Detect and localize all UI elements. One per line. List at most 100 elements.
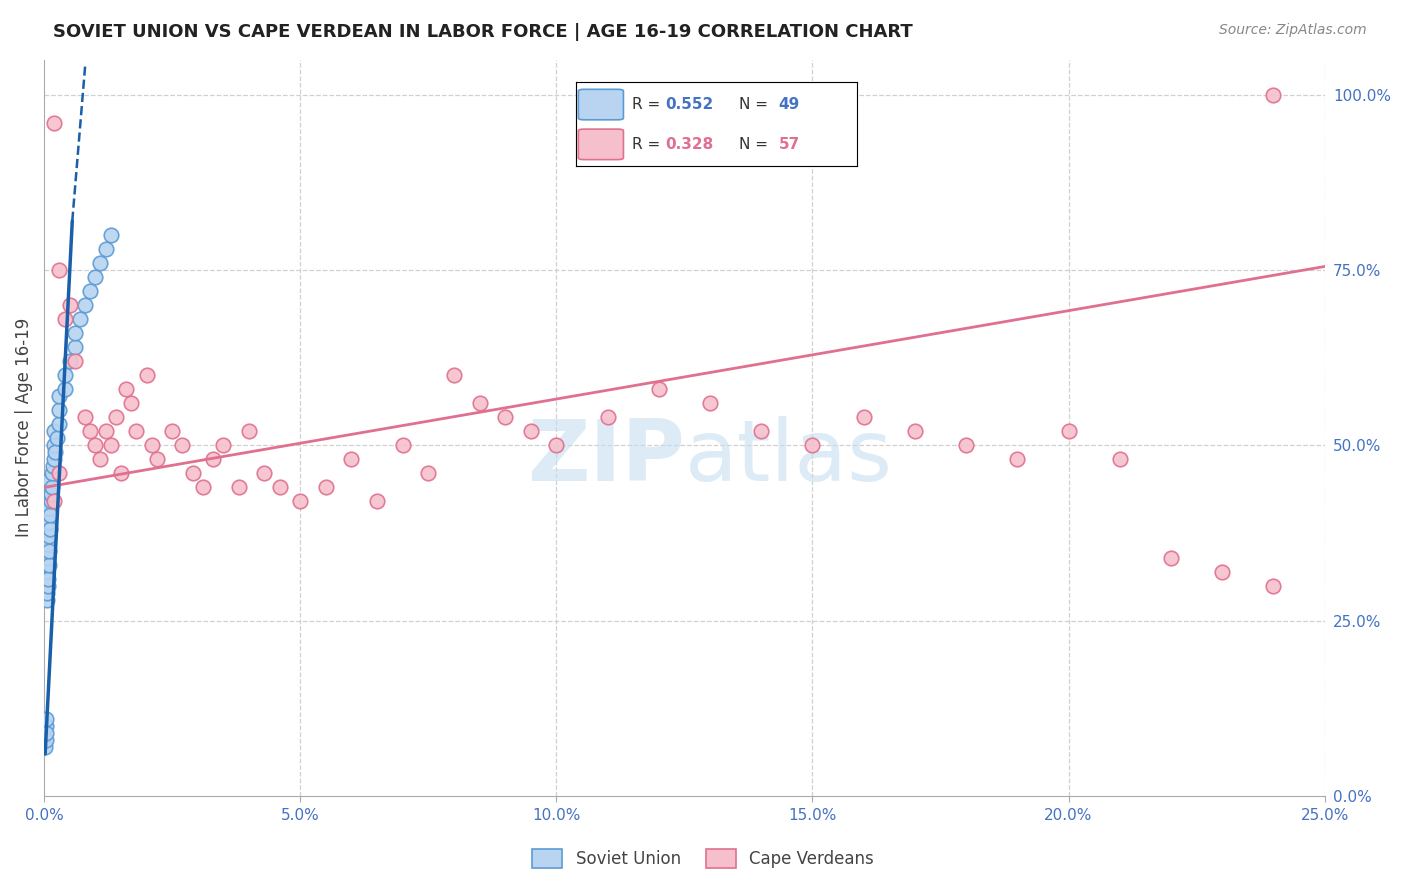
Point: [39, 494, 62, 508]
Point: [37, 558, 59, 572]
Point: [34, 739, 56, 754]
Point: [53, 312, 76, 326]
Point: [366, 494, 388, 508]
Point: [48, 263, 70, 277]
Point: [35, 592, 58, 607]
Point: [44, 445, 66, 459]
Point: [699, 396, 721, 410]
Point: [37, 536, 59, 550]
Point: [290, 494, 312, 508]
Point: [955, 438, 977, 452]
Point: [41, 467, 63, 481]
Text: Source: ZipAtlas.com: Source: ZipAtlas.com: [1219, 23, 1367, 37]
Point: [53, 382, 76, 396]
Point: [146, 452, 169, 467]
Point: [94, 425, 117, 439]
Point: [38, 558, 60, 572]
Point: [35, 712, 58, 726]
Point: [34, 732, 56, 747]
Point: [172, 438, 194, 452]
Point: [141, 438, 163, 452]
Point: [315, 480, 337, 494]
Point: [37, 572, 59, 586]
Point: [1160, 550, 1182, 565]
Point: [253, 467, 276, 481]
Point: [38, 501, 60, 516]
Point: [44, 116, 66, 130]
Point: [340, 452, 363, 467]
Point: [596, 410, 619, 425]
Point: [63, 326, 86, 340]
Point: [38, 474, 60, 488]
Point: [79, 284, 101, 298]
Point: [238, 425, 260, 439]
Point: [37, 578, 59, 592]
Point: [110, 467, 132, 481]
Point: [37, 565, 59, 579]
Point: [63, 354, 86, 368]
Point: [852, 410, 875, 425]
Point: [53, 368, 76, 383]
Point: [39, 523, 62, 537]
Point: [84, 438, 107, 452]
Point: [160, 425, 183, 439]
Point: [391, 438, 413, 452]
Point: [1263, 87, 1285, 102]
Point: [1007, 452, 1029, 467]
Point: [34, 719, 56, 733]
Point: [38, 529, 60, 543]
Point: [44, 452, 66, 467]
Point: [48, 403, 70, 417]
Point: [75, 410, 97, 425]
Point: [494, 410, 516, 425]
Point: [228, 480, 250, 494]
Y-axis label: In Labor Force | Age 16-19: In Labor Force | Age 16-19: [15, 318, 32, 537]
Point: [749, 425, 772, 439]
Point: [100, 438, 122, 452]
Point: [41, 480, 63, 494]
Point: [39, 487, 62, 501]
Point: [37, 550, 59, 565]
Point: [35, 572, 58, 586]
Point: [59, 298, 82, 312]
Point: [418, 467, 440, 481]
Point: [59, 354, 82, 368]
Point: [546, 438, 568, 452]
Text: SOVIET UNION VS CAPE VERDEAN IN LABOR FORCE | AGE 16-19 CORRELATION CHART: SOVIET UNION VS CAPE VERDEAN IN LABOR FO…: [53, 23, 912, 41]
Point: [443, 368, 465, 383]
Point: [38, 543, 60, 558]
Point: [79, 425, 101, 439]
Point: [48, 417, 70, 432]
Point: [1263, 578, 1285, 592]
Point: [37, 585, 59, 599]
Point: [191, 480, 214, 494]
Point: [519, 425, 541, 439]
Point: [45, 431, 67, 445]
Point: [125, 425, 148, 439]
Point: [38, 516, 60, 530]
Point: [89, 452, 111, 467]
Point: [269, 480, 291, 494]
Point: [181, 467, 204, 481]
Point: [39, 508, 62, 523]
Point: [100, 227, 122, 242]
Point: [38, 487, 60, 501]
Point: [1211, 565, 1233, 579]
Point: [115, 382, 138, 396]
Point: [89, 256, 111, 270]
Point: [1057, 425, 1080, 439]
Point: [69, 312, 91, 326]
Point: [468, 396, 491, 410]
Point: [35, 578, 58, 592]
Point: [44, 494, 66, 508]
Point: [135, 368, 157, 383]
Point: [42, 459, 65, 474]
Point: [801, 438, 824, 452]
Text: atlas: atlas: [685, 416, 893, 499]
Point: [1108, 452, 1130, 467]
Point: [104, 410, 127, 425]
Point: [35, 726, 58, 740]
Point: [75, 298, 97, 312]
Point: [44, 425, 66, 439]
Legend: Soviet Union, Cape Verdeans: Soviet Union, Cape Verdeans: [526, 842, 880, 875]
